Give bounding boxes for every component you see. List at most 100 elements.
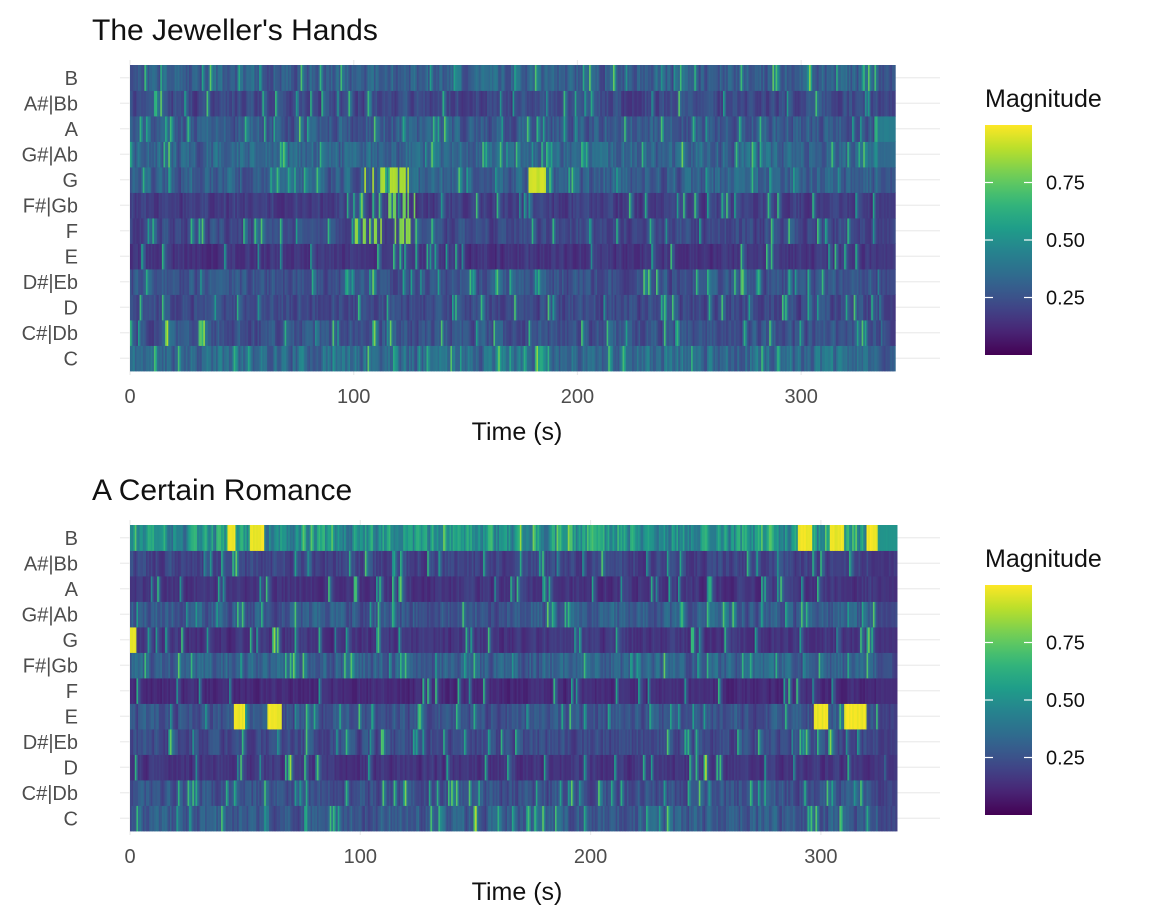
heatmap-cell: [890, 243, 893, 270]
heatmap-cell: [582, 345, 585, 372]
heatmap-cell: [751, 167, 754, 193]
heatmap-cell: [520, 345, 523, 372]
heatmap-cell: [765, 218, 769, 244]
heatmap-cell: [275, 192, 278, 219]
heatmap-cell: [853, 141, 856, 168]
heatmap-cell: [407, 243, 410, 270]
heatmap-cell: [247, 167, 251, 193]
heatmap-cell: [275, 116, 278, 142]
heatmap-cell: [593, 345, 597, 372]
heatmap-cell: [464, 269, 467, 295]
heatmap-cell: [259, 269, 262, 295]
heatmap-cell: [799, 192, 802, 219]
heatmap-cell: [220, 116, 224, 142]
heatmap-cell: [767, 167, 770, 193]
heatmap-cell: [541, 294, 544, 321]
heatmap-cell: [313, 116, 316, 142]
heatmap-cell: [891, 167, 895, 193]
heatmap-cell: [546, 320, 549, 346]
heatmap-cell: [434, 243, 437, 270]
heatmap-cell: [225, 320, 228, 346]
heatmap-cell: [349, 269, 353, 295]
heatmap-cell: [467, 116, 471, 142]
heatmap-cell: [565, 243, 568, 270]
heatmap-cell: [707, 218, 710, 244]
heatmap-cell: [399, 320, 402, 346]
heatmap-cell: [671, 294, 675, 321]
heatmap-cell: [702, 167, 705, 193]
heatmap-cell: [711, 320, 714, 346]
heatmap-cell: [630, 167, 633, 193]
heatmap-cell: [877, 320, 880, 346]
heatmap-cell: [780, 141, 783, 168]
heatmap-cell: [796, 218, 799, 244]
heatmap-cell: [753, 141, 756, 168]
heatmap-cell: [614, 243, 617, 270]
heatmap-cell: [439, 167, 442, 193]
heatmap-cell: [321, 269, 324, 295]
heatmap-cell: [203, 320, 206, 346]
heatmap-cell: [601, 345, 604, 372]
heatmap-cell: [675, 294, 678, 321]
heatmap-cell: [216, 192, 219, 219]
heatmap-cell: [475, 269, 479, 295]
heatmap-cell: [651, 167, 654, 193]
heatmap-cell: [818, 192, 821, 219]
heatmap-cell: [329, 116, 332, 142]
heatmap-cell: [217, 345, 220, 372]
heatmap-cell: [429, 141, 432, 168]
heatmap-cell: [724, 192, 727, 219]
heatmap-cell: [716, 269, 719, 295]
heatmap-cell: [526, 294, 530, 321]
heatmap-cell: [769, 243, 772, 270]
heatmap-cell: [431, 345, 434, 372]
heatmap-cell: [161, 116, 165, 142]
heatmap-cell: [619, 269, 622, 295]
heatmap-cell: [426, 218, 429, 244]
heatmap-cell: [200, 167, 203, 193]
heatmap-cell: [595, 218, 598, 244]
heatmap-cell: [593, 243, 597, 270]
heatmap-cell: [442, 192, 445, 219]
heatmap-cell: [847, 192, 850, 219]
heatmap-cell: [617, 345, 620, 372]
heatmap-cell: [563, 218, 566, 244]
heatmap-cell: [190, 218, 193, 244]
heatmap-cell: [531, 269, 534, 295]
heatmap-cell: [488, 345, 491, 372]
heatmap-cell: [434, 269, 437, 295]
heatmap-cell: [348, 294, 351, 321]
heatmap-cell: [692, 345, 695, 372]
heatmap-cell: [270, 345, 273, 372]
heatmap-cell: [885, 141, 888, 168]
heatmap-cell: [584, 218, 587, 244]
heatmap-cell: [616, 218, 619, 244]
heatmap-cell: [224, 192, 227, 219]
heatmap-cell: [539, 116, 542, 142]
heatmap-cell: [498, 243, 501, 270]
heatmap-cell: [746, 141, 750, 168]
heatmap-cell: [525, 167, 528, 193]
heatmap-cell: [679, 167, 683, 193]
heatmap-cell: [517, 116, 520, 142]
heatmap-cell: [665, 294, 668, 321]
heatmap-cell: [509, 167, 512, 193]
heatmap-cell: [439, 269, 442, 295]
heatmap-cell: [847, 269, 850, 295]
heatmap-cell: [667, 243, 670, 270]
heatmap-cell: [769, 269, 772, 295]
heatmap-cell: [577, 269, 581, 295]
heatmap-cell: [691, 141, 694, 168]
heatmap-cell: [648, 345, 651, 372]
heatmap-cell: [748, 116, 751, 142]
heatmap-cell: [137, 192, 141, 219]
heatmap-cell: [311, 192, 314, 219]
heatmap-row-d-eb: [130, 269, 896, 295]
heatmap-cell: [399, 345, 402, 372]
heatmap-cell: [676, 320, 679, 346]
heatmap-cell: [534, 116, 538, 142]
heatmap-cell: [727, 320, 730, 346]
heatmap-cell: [718, 320, 721, 346]
heatmap-cell: [538, 345, 541, 372]
heatmap-cell: [340, 345, 343, 372]
